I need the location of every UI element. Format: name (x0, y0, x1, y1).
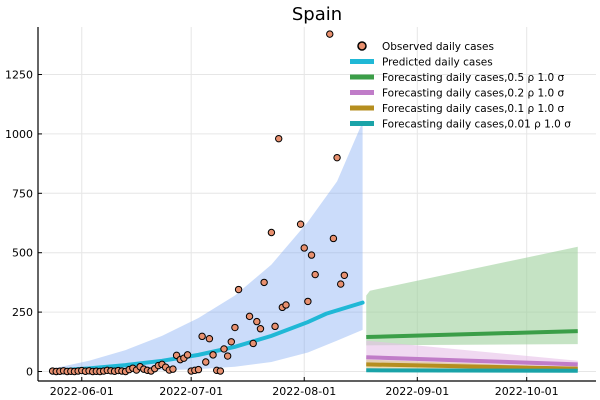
observed-point (260, 278, 268, 287)
y-tick-label: 250 (12, 306, 33, 319)
observed-point (333, 153, 341, 162)
observed-point (267, 228, 276, 237)
observed-point (245, 312, 254, 321)
observed-point (256, 325, 265, 333)
legend-label: Predicted daily cases (382, 57, 493, 69)
observed-point (282, 301, 290, 309)
forecast-line-2 (366, 362, 578, 371)
y-tick-label: 0 (26, 365, 33, 378)
x-tick-label: 2022-10-01 (495, 385, 559, 398)
x-tick-label: 2022-07-01 (159, 385, 223, 398)
observed-point (227, 338, 235, 346)
observed-point (275, 134, 283, 143)
x-tick-label: 2022-08-01 (272, 385, 336, 398)
x-tick-label: 2022-06-01 (50, 385, 114, 398)
legend: Observed daily cases Predicted daily case… (350, 41, 571, 131)
predicted-band (52, 122, 363, 372)
observed-point (300, 244, 308, 252)
legend-label: Observed daily cases (382, 41, 494, 53)
forecast-band-0 (366, 246, 578, 346)
point-layer (48, 30, 349, 376)
observed-point (249, 339, 257, 348)
forecast-line-1 (366, 355, 578, 367)
observed-point (234, 285, 243, 294)
legend-label: Forecasting daily cases,0.2 ρ 1.0 σ (382, 88, 565, 100)
observed-point (223, 352, 232, 360)
observed-point (169, 365, 177, 373)
chart-title: Spain (292, 4, 342, 25)
y-tick-label: 1000 (5, 128, 33, 141)
forecast-line-0 (366, 329, 578, 340)
observed-point (194, 365, 203, 374)
observed-point (307, 251, 316, 259)
observed-point (231, 323, 239, 332)
observed-point (253, 317, 261, 326)
observed-point (340, 271, 349, 279)
observed-point (326, 30, 334, 38)
observed-point (329, 234, 338, 243)
observed-point (337, 280, 345, 288)
axis-layer: 2022-06-01 2022-07-01 2022-08-01 2022-09-01… (5, 27, 596, 398)
observed-point (220, 345, 228, 353)
y-tick-label: 1250 (5, 69, 33, 82)
observed-point (216, 367, 225, 375)
observed-point (198, 332, 206, 341)
legend-label: Forecasting daily cases,0.1 ρ 1.0 σ (382, 103, 565, 115)
observed-point (311, 270, 319, 279)
legend-marker (357, 41, 367, 51)
observed-point (296, 220, 305, 228)
legend-label: Forecasting daily cases,0.01 ρ 1.0 σ (382, 119, 571, 131)
observed-point (304, 297, 312, 306)
observed-point (271, 322, 279, 331)
y-tick-label: 500 (12, 247, 33, 260)
observed-point (209, 351, 217, 359)
y-tick-label: 750 (12, 187, 33, 200)
observed-point (183, 351, 192, 359)
observed-point (202, 358, 210, 366)
legend-label: Forecasting daily cases,0.5 ρ 1.0 σ (382, 72, 565, 84)
observed-point (205, 335, 214, 343)
x-tick-label: 2022-09-01 (385, 385, 449, 398)
